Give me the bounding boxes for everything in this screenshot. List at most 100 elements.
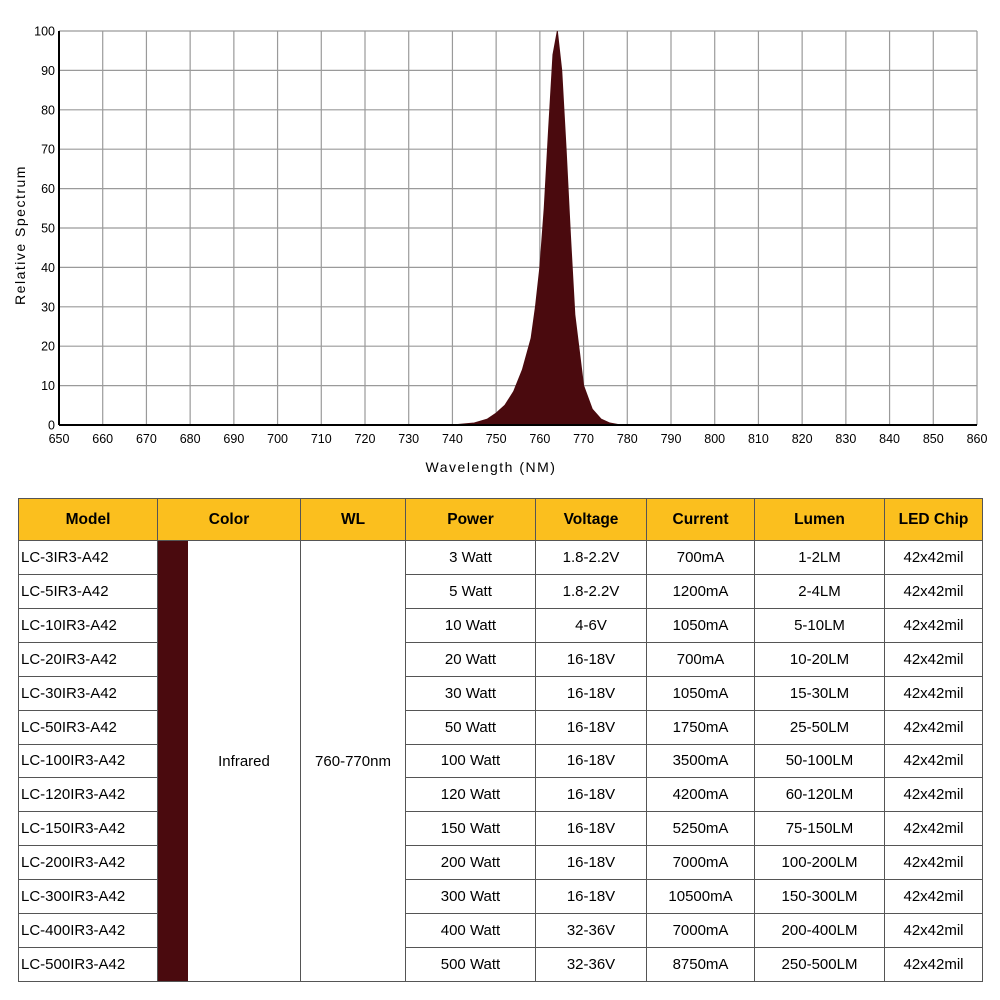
voltage-cell: 16-18V [535, 709, 647, 745]
current-cell: 7000mA [646, 913, 755, 949]
x-tick-label: 750 [486, 432, 507, 446]
model-cell: LC-50IR3-A42 [18, 709, 158, 745]
current-cell: 1050mA [646, 675, 755, 711]
power-cell: 200 Watt [405, 845, 536, 881]
x-tick-label: 670 [136, 432, 157, 446]
x-tick-label: 780 [617, 432, 638, 446]
y-tick-label: 10 [41, 379, 55, 393]
lumen-cell: 2-4LM [754, 573, 885, 609]
led-chip-cell: 42x42mil [884, 573, 983, 609]
power-cell: 3 Watt [405, 540, 536, 575]
current-cell: 3500mA [646, 743, 755, 779]
voltage-cell: 16-18V [535, 641, 647, 677]
lumen-cell: 200-400LM [754, 913, 885, 949]
y-tick-label: 40 [41, 261, 55, 275]
x-tick-label: 650 [49, 432, 70, 446]
lumen-cell: 250-500LM [754, 947, 885, 982]
x-tick-label: 660 [92, 432, 113, 446]
x-tick-labels: 650 660 670 680 690 700 710 720 730 740 750 760 770 7… [49, 432, 988, 446]
column-header: Model [18, 498, 158, 541]
y-tick-label: 60 [41, 182, 55, 196]
power-cell: 50 Watt [405, 709, 536, 745]
lumen-cell: 25-50LM [754, 709, 885, 745]
color-swatch [158, 541, 188, 981]
led-chip-cell: 42x42mil [884, 879, 983, 915]
lumen-cell: 50-100LM [754, 743, 885, 779]
model-cell: LC-30IR3-A42 [18, 675, 158, 711]
x-tick-label: 860 [967, 432, 988, 446]
model-cell: LC-5IR3-A42 [18, 573, 158, 609]
y-axis-label: Relative Spectrum [12, 165, 28, 305]
x-tick-label: 680 [180, 432, 201, 446]
chart-series [452, 30, 628, 426]
power-cell: 500 Watt [405, 947, 536, 982]
column-header: Current [646, 498, 755, 541]
voltage-cell: 16-18V [535, 743, 647, 779]
x-tick-label: 690 [223, 432, 244, 446]
lumen-cell: 100-200LM [754, 845, 885, 881]
lumen-cell: 150-300LM [754, 879, 885, 915]
current-cell: 700mA [646, 641, 755, 677]
power-cell: 150 Watt [405, 811, 536, 847]
voltage-cell: 32-36V [535, 947, 647, 982]
model-cell: LC-20IR3-A42 [18, 641, 158, 677]
current-cell: 4200mA [646, 777, 755, 813]
power-cell: 20 Watt [405, 641, 536, 677]
model-cell: LC-200IR3-A42 [18, 845, 158, 881]
x-tick-label: 730 [398, 432, 419, 446]
lumen-cell: 75-150LM [754, 811, 885, 847]
column-header: Lumen [754, 498, 885, 541]
lumen-cell: 1-2LM [754, 540, 885, 575]
current-cell: 7000mA [646, 845, 755, 881]
current-cell: 700mA [646, 540, 755, 575]
y-tick-label: 20 [41, 340, 55, 354]
table-header-row: Model Color WL Power Voltage Current Lumen LED … [18, 498, 983, 541]
x-tick-label: 850 [923, 432, 944, 446]
voltage-cell: 32-36V [535, 913, 647, 949]
y-tick-label: 90 [41, 64, 55, 78]
power-cell: 10 Watt [405, 607, 536, 643]
y-tick-label: 0 [48, 419, 55, 433]
led-chip-cell: 42x42mil [884, 913, 983, 949]
spectrum-chart: 650 660 670 680 690 700 710 720 730 740 750 760 770 7… [12, 25, 988, 476]
wavelength-cell: 760-770nm [300, 540, 406, 982]
model-cell: LC-500IR3-A42 [18, 947, 158, 982]
model-cell: LC-3IR3-A42 [18, 540, 158, 575]
column-header: Power [405, 498, 536, 541]
x-tick-label: 710 [311, 432, 332, 446]
x-tick-label: 770 [573, 432, 594, 446]
x-tick-label: 790 [661, 432, 682, 446]
y-tick-label: 80 [41, 103, 55, 117]
power-cell: 400 Watt [405, 913, 536, 949]
current-cell: 1050mA [646, 607, 755, 643]
led-chip-cell: 42x42mil [884, 607, 983, 643]
table-row: LC-5IR3-A42 5 Watt 1.8-2.2V 1200mA 2-4LM 42x4… [18, 573, 983, 609]
x-tick-label: 830 [835, 432, 856, 446]
lumen-cell: 60-120LM [754, 777, 885, 813]
x-tick-label: 720 [355, 432, 376, 446]
led-chip-cell: 42x42mil [884, 743, 983, 779]
power-cell: 300 Watt [405, 879, 536, 915]
led-spec-table: Model Color WL Power Voltage Current Lumen LED … [18, 498, 983, 982]
x-tick-label: 810 [748, 432, 769, 446]
led-chip-cell: 42x42mil [884, 811, 983, 847]
lumen-cell: 10-20LM [754, 641, 885, 677]
led-chip-cell: 42x42mil [884, 641, 983, 677]
led-chip-cell: 42x42mil [884, 709, 983, 745]
y-tick-label: 100 [34, 25, 55, 39]
voltage-cell: 4-6V [535, 607, 647, 643]
table-row: LC-100IR3-A42 100 Watt 16-18V 3500mA 50-100L… [18, 743, 983, 779]
voltage-cell: 1.8-2.2V [535, 573, 647, 609]
current-cell: 10500mA [646, 879, 755, 915]
table-row: LC-300IR3-A42 300 Watt 16-18V 10500mA 150-30… [18, 879, 983, 915]
current-cell: 5250mA [646, 811, 755, 847]
column-header: Voltage [535, 498, 647, 541]
x-tick-label: 800 [704, 432, 725, 446]
column-header: LED Chip [884, 498, 983, 541]
y-tick-labels: 0 10 20 30 40 50 60 70 80 90 100 [34, 25, 55, 433]
x-tick-label: 840 [879, 432, 900, 446]
chart-grid [58, 30, 978, 426]
led-chip-cell: 42x42mil [884, 947, 983, 982]
model-cell: LC-400IR3-A42 [18, 913, 158, 949]
current-cell: 1200mA [646, 573, 755, 609]
